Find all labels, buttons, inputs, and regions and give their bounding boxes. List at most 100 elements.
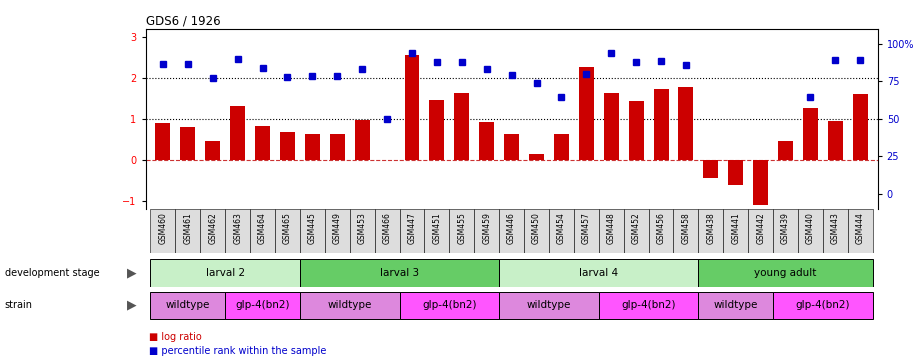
Text: GSM447: GSM447 xyxy=(407,212,416,244)
FancyBboxPatch shape xyxy=(226,209,251,253)
Text: GSM458: GSM458 xyxy=(682,212,691,244)
Bar xyxy=(181,127,195,160)
FancyBboxPatch shape xyxy=(723,209,748,253)
FancyBboxPatch shape xyxy=(300,292,400,319)
Bar xyxy=(704,160,718,178)
Bar xyxy=(205,141,220,160)
FancyBboxPatch shape xyxy=(698,292,773,319)
FancyBboxPatch shape xyxy=(773,209,798,253)
FancyBboxPatch shape xyxy=(848,209,873,253)
Bar xyxy=(504,134,519,160)
Text: GSM456: GSM456 xyxy=(657,212,666,244)
Text: glp-4(bn2): glp-4(bn2) xyxy=(422,300,476,310)
FancyBboxPatch shape xyxy=(175,209,200,253)
Bar xyxy=(255,126,270,160)
Text: GSM451: GSM451 xyxy=(432,212,441,244)
FancyBboxPatch shape xyxy=(698,260,873,287)
Text: GSM462: GSM462 xyxy=(208,212,217,244)
FancyBboxPatch shape xyxy=(698,209,723,253)
Text: GSM454: GSM454 xyxy=(557,212,565,244)
Bar xyxy=(604,93,619,160)
Text: strain: strain xyxy=(5,300,32,310)
Text: wildtype: wildtype xyxy=(328,300,372,310)
Text: GSM439: GSM439 xyxy=(781,212,790,244)
Bar xyxy=(629,101,644,160)
Text: GSM466: GSM466 xyxy=(382,212,391,244)
Bar xyxy=(330,134,344,160)
Text: GSM443: GSM443 xyxy=(831,212,840,244)
Bar xyxy=(429,100,444,160)
Bar xyxy=(579,67,594,160)
Text: wildtype: wildtype xyxy=(527,300,571,310)
FancyBboxPatch shape xyxy=(773,292,873,319)
Text: wildtype: wildtype xyxy=(166,300,210,310)
FancyBboxPatch shape xyxy=(350,209,375,253)
FancyBboxPatch shape xyxy=(251,209,275,253)
Text: larval 2: larval 2 xyxy=(205,268,245,278)
Bar xyxy=(156,123,170,160)
Text: ■ percentile rank within the sample: ■ percentile rank within the sample xyxy=(149,346,327,356)
Text: GSM446: GSM446 xyxy=(507,212,516,244)
FancyBboxPatch shape xyxy=(624,209,648,253)
Text: GSM448: GSM448 xyxy=(607,212,616,244)
Text: GSM441: GSM441 xyxy=(731,212,740,244)
FancyBboxPatch shape xyxy=(375,209,400,253)
Text: GSM453: GSM453 xyxy=(357,212,367,244)
Text: GSM461: GSM461 xyxy=(183,212,192,244)
Text: GSM457: GSM457 xyxy=(582,212,591,244)
Bar xyxy=(753,160,768,205)
Text: development stage: development stage xyxy=(5,268,99,278)
Text: GSM438: GSM438 xyxy=(706,212,716,244)
Text: ■ log ratio: ■ log ratio xyxy=(149,332,202,342)
FancyBboxPatch shape xyxy=(300,209,325,253)
Bar xyxy=(828,121,843,160)
Bar xyxy=(454,93,470,160)
FancyBboxPatch shape xyxy=(574,209,599,253)
Bar xyxy=(729,160,743,185)
Bar xyxy=(679,87,694,160)
Bar xyxy=(803,109,818,160)
FancyBboxPatch shape xyxy=(325,209,350,253)
Bar xyxy=(355,120,369,160)
Bar xyxy=(230,106,245,160)
FancyBboxPatch shape xyxy=(798,209,823,253)
Bar xyxy=(853,94,868,160)
Bar xyxy=(305,134,320,160)
Text: young adult: young adult xyxy=(754,268,817,278)
Text: GSM465: GSM465 xyxy=(283,212,292,244)
FancyBboxPatch shape xyxy=(200,209,226,253)
FancyBboxPatch shape xyxy=(400,292,499,319)
FancyBboxPatch shape xyxy=(449,209,474,253)
FancyBboxPatch shape xyxy=(400,209,425,253)
Text: GSM463: GSM463 xyxy=(233,212,242,244)
Text: glp-4(bn2): glp-4(bn2) xyxy=(796,300,850,310)
FancyBboxPatch shape xyxy=(823,209,848,253)
Bar xyxy=(654,89,669,160)
FancyBboxPatch shape xyxy=(275,209,300,253)
Bar xyxy=(280,132,295,160)
Text: GSM449: GSM449 xyxy=(332,212,342,244)
Bar xyxy=(529,154,544,160)
FancyBboxPatch shape xyxy=(474,209,499,253)
Bar xyxy=(778,141,793,160)
Text: larval 4: larval 4 xyxy=(579,268,618,278)
Text: GSM459: GSM459 xyxy=(483,212,491,244)
FancyBboxPatch shape xyxy=(150,260,300,287)
FancyBboxPatch shape xyxy=(499,292,599,319)
Text: wildtype: wildtype xyxy=(714,300,758,310)
FancyBboxPatch shape xyxy=(524,209,549,253)
FancyBboxPatch shape xyxy=(150,209,175,253)
Text: GSM440: GSM440 xyxy=(806,212,815,244)
Text: GSM452: GSM452 xyxy=(632,212,641,244)
Text: larval 3: larval 3 xyxy=(380,268,419,278)
FancyBboxPatch shape xyxy=(648,209,673,253)
Text: GSM444: GSM444 xyxy=(856,212,865,244)
Text: glp-4(bn2): glp-4(bn2) xyxy=(622,300,676,310)
Text: GSM445: GSM445 xyxy=(308,212,317,244)
Bar xyxy=(554,134,569,160)
FancyBboxPatch shape xyxy=(549,209,574,253)
Text: GSM464: GSM464 xyxy=(258,212,267,244)
FancyBboxPatch shape xyxy=(673,209,698,253)
Text: GSM455: GSM455 xyxy=(458,212,466,244)
FancyBboxPatch shape xyxy=(499,260,698,287)
